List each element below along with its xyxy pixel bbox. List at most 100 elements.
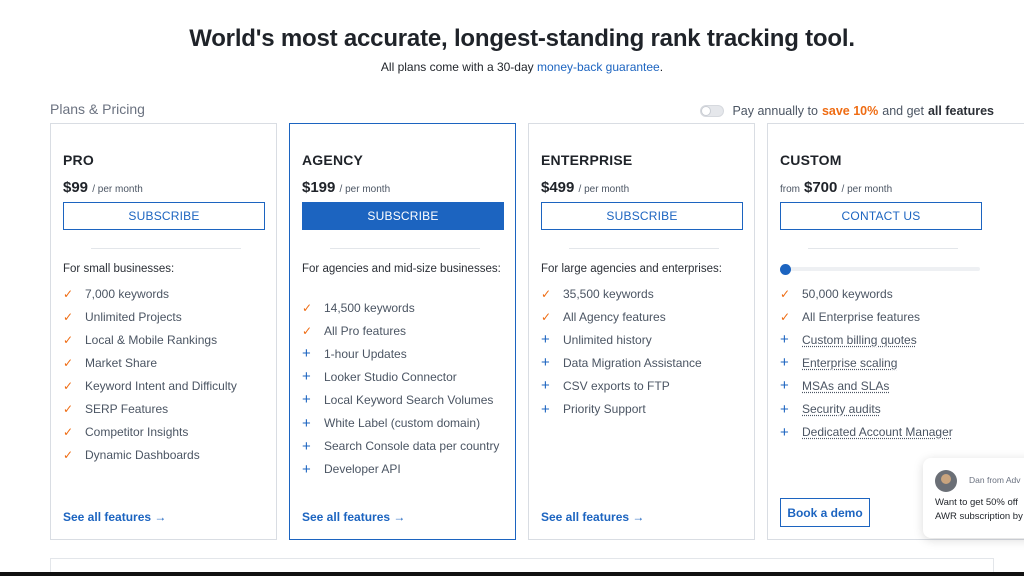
feature-text[interactable]: Dedicated Account Manager bbox=[802, 425, 953, 440]
plan-price: from $700 / per month bbox=[780, 179, 892, 196]
annual-billing-toggle[interactable] bbox=[700, 105, 725, 117]
feature-text[interactable]: Custom billing quotes bbox=[802, 332, 917, 347]
check-icon: ✓ bbox=[780, 309, 791, 324]
feature-text: Unlimited Projects bbox=[85, 309, 182, 324]
bottom-bar bbox=[0, 572, 1024, 576]
feature-text[interactable]: Security audits bbox=[802, 402, 881, 417]
plan-name: PRO bbox=[63, 152, 94, 168]
feature-item: ✓ Market Share bbox=[63, 351, 237, 374]
plan-audience: For agencies and mid-size businesses: bbox=[302, 263, 501, 275]
feature-item: ✓ All Pro features bbox=[302, 319, 499, 342]
check-icon: ✓ bbox=[63, 332, 74, 347]
slider-handle[interactable] bbox=[780, 264, 791, 275]
feature-item: + MSAs and SLAs bbox=[780, 374, 953, 397]
plan-name: ENTERPRISE bbox=[541, 152, 633, 168]
feature-item: + Search Console data per country bbox=[302, 435, 499, 458]
subscribe-button[interactable]: SUBSCRIBE bbox=[302, 202, 504, 230]
plan-price-period: / per month bbox=[578, 184, 630, 195]
feature-item: + Security audits bbox=[780, 397, 953, 420]
feature-text: Data Migration Assistance bbox=[563, 355, 702, 370]
page-subtitle: All plans come with a 30-day money-back … bbox=[0, 60, 1024, 74]
annual-billing-prefix: Pay annually to bbox=[732, 104, 818, 118]
chat-sender: Dan from Adv bbox=[969, 475, 1021, 485]
feature-list: ✓ 14,500 keywords ✓ All Pro features +1-hour… bbox=[302, 296, 499, 481]
plus-icon: + bbox=[780, 377, 789, 395]
subscribe-button[interactable]: SUBSCRIBE bbox=[63, 202, 265, 230]
feature-text: 7,000 keywords bbox=[85, 286, 170, 301]
contact-us-button[interactable]: CONTACT US bbox=[780, 202, 982, 230]
divider bbox=[569, 248, 719, 249]
check-icon: ✓ bbox=[63, 402, 74, 417]
see-all-features-link[interactable]: See all features → bbox=[541, 510, 645, 524]
annual-billing-save: save 10% bbox=[821, 104, 879, 118]
check-icon: ✓ bbox=[63, 309, 74, 324]
feature-text: Market Share bbox=[85, 355, 158, 370]
plan-name: CUSTOM bbox=[780, 152, 842, 168]
chat-message-line: Want to get 50% off bbox=[935, 497, 1018, 508]
plan-price-amount: $700 bbox=[804, 179, 838, 196]
feature-text: Developer API bbox=[324, 462, 401, 477]
plan-audience: For large agencies and enterprises: bbox=[541, 263, 722, 275]
feature-text: SERP Features bbox=[85, 402, 169, 417]
plus-icon: + bbox=[541, 377, 550, 395]
see-all-features-link[interactable]: See all features → bbox=[302, 510, 406, 524]
subscribe-button[interactable]: SUBSCRIBE bbox=[541, 202, 743, 230]
divider bbox=[330, 248, 480, 249]
feature-text[interactable]: MSAs and SLAs bbox=[802, 378, 890, 393]
feature-item: ✓ 35,500 keywords bbox=[541, 282, 702, 305]
feature-text: All Enterprise features bbox=[802, 309, 921, 324]
keyword-volume-slider[interactable] bbox=[780, 264, 980, 275]
plus-icon: + bbox=[780, 354, 789, 372]
see-all-features-link[interactable]: See all features → bbox=[63, 510, 167, 524]
feature-text: Unlimited history bbox=[563, 332, 652, 347]
feature-item: ✓ Local & Mobile Rankings bbox=[63, 328, 237, 351]
check-icon: ✓ bbox=[541, 309, 552, 324]
feature-text: White Label (custom domain) bbox=[324, 416, 481, 431]
feature-item: ✓ 14,500 keywords bbox=[302, 296, 499, 319]
check-icon: ✓ bbox=[780, 286, 791, 301]
feature-text: Dynamic Dashboards bbox=[85, 448, 200, 463]
plus-icon: + bbox=[302, 437, 311, 455]
plus-icon: + bbox=[302, 368, 311, 386]
feature-item: ✓ All Enterprise features bbox=[780, 305, 953, 328]
plus-icon: + bbox=[780, 423, 789, 441]
divider bbox=[91, 248, 241, 249]
feature-text: 50,000 keywords bbox=[802, 286, 893, 301]
slider-track bbox=[780, 267, 980, 271]
plan-price-amount: $499 bbox=[541, 179, 575, 196]
feature-item: ✓ Dynamic Dashboards bbox=[63, 444, 237, 467]
plan-card-agency: AGENCY $199 / per month SUBSCRIBE For ag… bbox=[289, 123, 516, 540]
plan-price-period: / per month bbox=[841, 184, 893, 195]
plan-price: $99 / per month bbox=[63, 179, 143, 196]
feature-item: + Dedicated Account Manager bbox=[780, 421, 953, 444]
feature-item: ✓ All Agency features bbox=[541, 305, 702, 328]
feature-item: +1-hour Updates bbox=[302, 342, 499, 365]
feature-item: + White Label (custom domain) bbox=[302, 411, 499, 434]
check-icon: ✓ bbox=[541, 286, 552, 301]
page-title: World's most accurate, longest-standing … bbox=[189, 25, 855, 52]
check-icon: ✓ bbox=[302, 323, 313, 338]
plus-icon: + bbox=[541, 354, 550, 372]
feature-item: + Local Keyword Search Volumes bbox=[302, 388, 499, 411]
feature-list: ✓ 7,000 keywords ✓ Unlimited Projects ✓ Local… bbox=[63, 282, 237, 467]
feature-text: Local Keyword Search Volumes bbox=[324, 392, 494, 407]
feature-list: ✓ 35,500 keywords ✓ All Agency features + Unl… bbox=[541, 282, 702, 421]
plus-icon: + bbox=[541, 331, 550, 349]
plus-icon: + bbox=[302, 460, 311, 478]
feature-item: ✓ 7,000 keywords bbox=[63, 282, 237, 305]
money-back-guarantee-link[interactable]: money-back guarantee bbox=[536, 60, 660, 74]
feature-item: + Custom billing quotes bbox=[780, 328, 953, 351]
feature-item: ✓ Competitor Insights bbox=[63, 421, 237, 444]
check-icon: ✓ bbox=[63, 378, 74, 393]
feature-text[interactable]: Enterprise scaling bbox=[802, 355, 898, 370]
plan-price-period: / per month bbox=[339, 184, 391, 195]
book-demo-button[interactable]: Book a demo bbox=[780, 498, 870, 527]
check-icon: ✓ bbox=[63, 425, 74, 440]
annual-billing-control: Pay annually to save 10% and get all fea… bbox=[700, 104, 994, 118]
chat-popup[interactable]: Dan from Adv Want to get 50% off AWR sub… bbox=[923, 458, 1024, 538]
plans-pricing-heading: Plans & Pricing bbox=[50, 101, 145, 117]
chat-message-line: AWR subscription by bbox=[935, 511, 1023, 522]
check-icon: ✓ bbox=[63, 355, 74, 370]
plus-icon: + bbox=[302, 414, 311, 432]
feature-item: ✓ Keyword Intent and Difficulty bbox=[63, 374, 237, 397]
